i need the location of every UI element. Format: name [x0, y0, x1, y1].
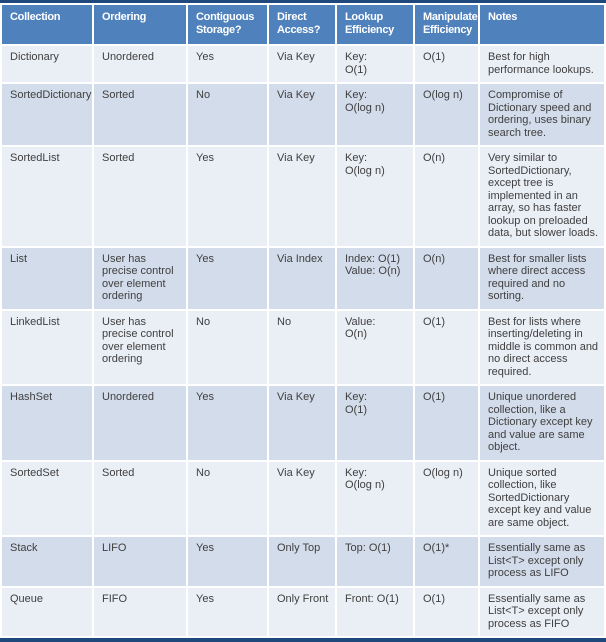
table-row-list: List User has precise control over elemen…: [2, 247, 604, 309]
cell-notes: Compromise of Dictionary speed and order…: [480, 84, 604, 145]
table-row-sorteddictionary: SortedDictionary Sorted No Via Key Key: O(lo…: [2, 84, 604, 145]
cell-notes: Essentially same as List<T> except only …: [480, 587, 604, 636]
cell-ordering: User has precise control over element or…: [94, 247, 186, 309]
cell-lookup-efficiency: Top: O(1): [337, 537, 413, 586]
cell-notes: Best for lists where inserting/deleting …: [480, 310, 604, 384]
cell-collection: Queue: [2, 587, 92, 636]
cell-notes: Unique unordered collection, like a Dict…: [480, 386, 604, 460]
cell-ordering: Sorted: [94, 84, 186, 145]
cell-contiguous-storage: No: [188, 310, 267, 384]
column-header-notes: Notes: [480, 5, 604, 44]
cell-manipulate-efficiency: O(log n): [415, 461, 478, 535]
cell-notes: Unique sorted collection, like SortedDic…: [480, 461, 604, 535]
cell-direct-access: Via Key: [269, 386, 335, 460]
column-header-collection: Collection: [2, 5, 92, 44]
cell-ordering: Sorted: [94, 461, 186, 535]
cell-ordering: FIFO: [94, 587, 186, 636]
table-row-linkedlist: LinkedList User has precise control over …: [2, 310, 604, 384]
column-header-manipulate-efficiency: Manipulate Efficiency: [415, 5, 478, 44]
cell-contiguous-storage: Yes: [188, 147, 267, 246]
cell-notes: Best for high performance lookups.: [480, 46, 604, 82]
cell-lookup-efficiency: Key: O(1): [337, 46, 413, 82]
table-row-sortedset: SortedSet Sorted No Via Key Key: O(log n) O(l…: [2, 461, 604, 535]
table-row-hashset: HashSet Unordered Yes Via Key Key: O(1) O(1) U…: [2, 386, 604, 460]
cell-collection: Dictionary: [2, 46, 92, 82]
cell-lookup-efficiency: Value: O(n): [337, 310, 413, 384]
cell-contiguous-storage: Yes: [188, 537, 267, 586]
table-row-stack: Stack LIFO Yes Only Top Top: O(1) O(1)* Essent…: [2, 537, 604, 586]
cell-collection: HashSet: [2, 386, 92, 460]
cell-lookup-efficiency: Key: O(1): [337, 386, 413, 460]
column-header-contiguous-storage: Contiguous Storage?: [188, 5, 267, 44]
table-row-dictionary: Dictionary Unordered Yes Via Key Key: O(1) O(…: [2, 46, 604, 82]
cell-collection: SortedSet: [2, 461, 92, 535]
cell-collection: SortedDictionary: [2, 84, 92, 145]
cell-manipulate-efficiency: O(n): [415, 247, 478, 309]
cell-notes: Essentially same as List<T> except only …: [480, 537, 604, 586]
cell-manipulate-efficiency: O(log n): [415, 84, 478, 145]
cell-notes: Best for smaller lists where direct acce…: [480, 247, 604, 309]
cell-manipulate-efficiency: O(1): [415, 46, 478, 82]
cell-direct-access: Via Key: [269, 84, 335, 145]
column-header-ordering: Ordering: [94, 5, 186, 44]
cell-notes: Very similar to SortedDictionary, except…: [480, 147, 604, 246]
cell-manipulate-efficiency: O(n): [415, 147, 478, 246]
cell-lookup-efficiency: Front: O(1): [337, 587, 413, 636]
cell-direct-access: Only Front: [269, 587, 335, 636]
column-header-direct-access: Direct Access?: [269, 5, 335, 44]
cell-direct-access: No: [269, 310, 335, 384]
cell-direct-access: Via Index: [269, 247, 335, 309]
header-row: Collection Ordering Contiguous Storage? Dir…: [2, 5, 604, 44]
cell-contiguous-storage: No: [188, 461, 267, 535]
cell-lookup-efficiency: Index: O(1) Value: O(n): [337, 247, 413, 309]
cell-contiguous-storage: No: [188, 84, 267, 145]
cell-contiguous-storage: Yes: [188, 46, 267, 82]
cell-collection: List: [2, 247, 92, 309]
table-row-sortedlist: SortedList Sorted Yes Via Key Key: O(log n) O…: [2, 147, 604, 246]
cell-manipulate-efficiency: O(1): [415, 310, 478, 384]
cell-collection: Stack: [2, 537, 92, 586]
cell-collection: SortedList: [2, 147, 92, 246]
column-header-lookup-efficiency: Lookup Efficiency: [337, 5, 413, 44]
cell-contiguous-storage: Yes: [188, 386, 267, 460]
cell-ordering: Unordered: [94, 386, 186, 460]
cell-manipulate-efficiency: O(1): [415, 386, 478, 460]
table-row-queue: Queue FIFO Yes Only Front Front: O(1) O(1) Ess…: [2, 587, 604, 636]
cell-contiguous-storage: Yes: [188, 587, 267, 636]
cell-direct-access: Via Key: [269, 147, 335, 246]
cell-ordering: LIFO: [94, 537, 186, 586]
cell-collection: LinkedList: [2, 310, 92, 384]
cell-ordering: Sorted: [94, 147, 186, 246]
cell-direct-access: Via Key: [269, 461, 335, 535]
cell-lookup-efficiency: Key: O(log n): [337, 147, 413, 246]
cell-lookup-efficiency: Key: O(log n): [337, 461, 413, 535]
cell-direct-access: Only Top: [269, 537, 335, 586]
cell-manipulate-efficiency: O(1)*: [415, 537, 478, 586]
cell-lookup-efficiency: Key: O(log n): [337, 84, 413, 145]
cell-manipulate-efficiency: O(1): [415, 587, 478, 636]
cell-direct-access: Via Key: [269, 46, 335, 82]
cell-ordering: Unordered: [94, 46, 186, 82]
cell-contiguous-storage: Yes: [188, 247, 267, 309]
cell-ordering: User has precise control over element or…: [94, 310, 186, 384]
